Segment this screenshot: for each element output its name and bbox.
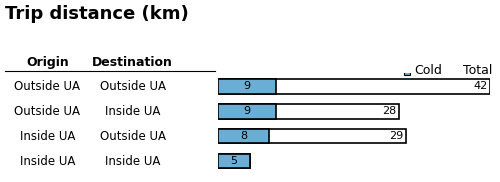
Bar [218, 154, 250, 168]
Bar [218, 129, 270, 143]
Text: 42: 42 [473, 82, 488, 92]
Text: Outside UA: Outside UA [100, 80, 166, 93]
Text: Inside UA: Inside UA [20, 130, 75, 143]
Bar [404, 66, 410, 75]
Text: Outside UA: Outside UA [14, 105, 80, 118]
Bar [218, 129, 406, 143]
Text: 29: 29 [389, 131, 403, 141]
Text: Outside UA: Outside UA [100, 130, 166, 143]
Text: Outside UA: Outside UA [14, 80, 80, 93]
Text: 28: 28 [382, 106, 396, 116]
Bar [218, 79, 276, 94]
Text: Trip distance (km): Trip distance (km) [5, 5, 189, 23]
Text: 9: 9 [243, 82, 250, 92]
Text: Total: Total [463, 64, 492, 77]
Bar [218, 104, 399, 118]
Text: Origin: Origin [26, 56, 69, 69]
Text: Inside UA: Inside UA [105, 155, 160, 168]
Text: 8: 8 [240, 131, 247, 141]
Text: Inside UA: Inside UA [20, 155, 75, 168]
Text: Inside UA: Inside UA [105, 105, 160, 118]
Bar [218, 154, 250, 168]
Text: 9: 9 [243, 106, 250, 116]
Bar [218, 79, 490, 94]
Text: 5: 5 [230, 156, 237, 166]
Bar [218, 104, 276, 118]
Text: Cold: Cold [414, 64, 442, 77]
Text: Destination: Destination [92, 56, 173, 69]
